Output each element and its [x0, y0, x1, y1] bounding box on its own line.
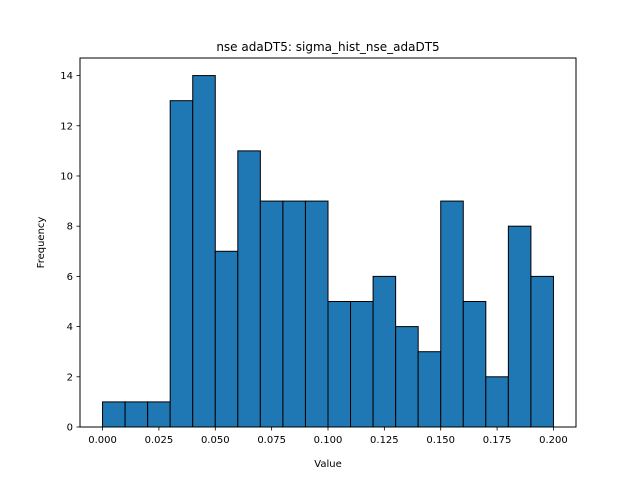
histogram-bar — [192, 75, 216, 428]
histogram-bar — [282, 200, 306, 428]
histogram-bar — [237, 150, 261, 428]
y-tick-label: 14 — [60, 71, 73, 82]
x-axis-label: Value — [314, 459, 341, 470]
histogram-bar — [304, 200, 329, 428]
x-tick-label: 0.175 — [483, 435, 512, 446]
histogram-bar — [507, 225, 532, 428]
y-tick-label: 0 — [67, 423, 73, 434]
x-tick-label: 0.150 — [426, 435, 455, 446]
y-tick-label: 2 — [67, 372, 73, 383]
bars-group — [102, 75, 554, 428]
y-axis-label: Frequency — [36, 217, 47, 269]
y-tick-label: 8 — [67, 222, 73, 233]
x-tick-label: 0.000 — [88, 435, 117, 446]
x-tick-label: 0.025 — [145, 435, 174, 446]
x-tick-label: 0.125 — [370, 435, 399, 446]
x-tick-label: 0.075 — [257, 435, 286, 446]
y-tick-label: 12 — [60, 121, 73, 132]
plot-frame — [79, 57, 577, 428]
histogram-bar — [417, 351, 442, 428]
x-tick-label: 0.100 — [314, 435, 343, 446]
y-tick-label: 10 — [60, 171, 73, 182]
histogram-bar — [147, 401, 171, 428]
x-tick-label: 0.050 — [201, 435, 230, 446]
y-axis-ticks: 0 2 4 6 8 10 12 14 — [60, 71, 80, 434]
histogram-bar — [124, 401, 149, 428]
histogram-bar — [259, 200, 284, 428]
chart-title: nse adaDT5: sigma_hist_nse_adaDT5 — [216, 40, 439, 54]
histogram-bar — [350, 300, 374, 428]
y-tick-label: 6 — [67, 272, 73, 283]
histogram-bar — [372, 275, 397, 428]
y-tick-label: 4 — [67, 322, 73, 333]
histogram-bar — [214, 250, 239, 428]
x-axis-ticks: 0.000 0.025 0.050 0.075 0.100 0.125 0.150 0.175… — [88, 427, 568, 446]
histogram-bar — [440, 200, 464, 428]
histogram-bar — [327, 300, 352, 428]
x-tick-label: 0.200 — [539, 435, 568, 446]
histogram-bar — [462, 300, 487, 428]
histogram-bar — [169, 100, 194, 428]
histogram-bar — [530, 275, 554, 428]
histogram-bar — [485, 376, 509, 428]
histogram-bar — [102, 401, 126, 428]
histogram-bar — [395, 326, 419, 428]
